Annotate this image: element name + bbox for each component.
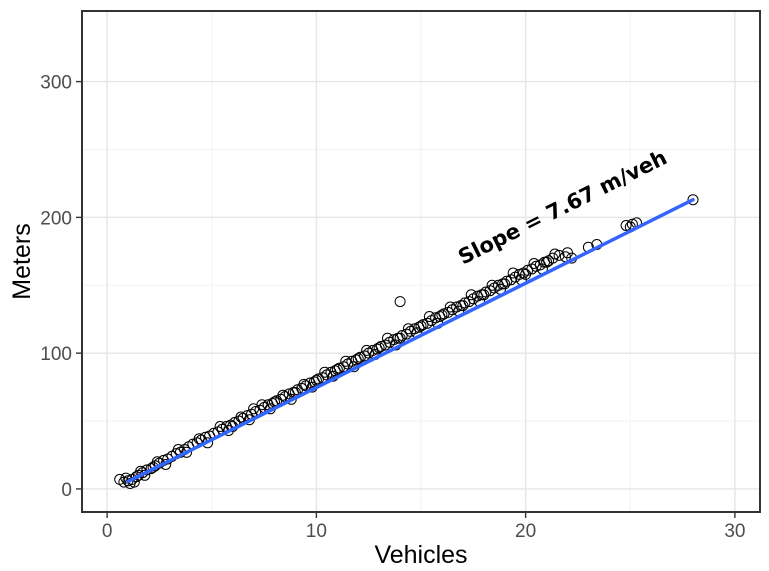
data-point <box>549 248 561 260</box>
x-tick-label: 20 <box>515 521 536 542</box>
y-tick-label: 100 <box>40 344 72 365</box>
data-point <box>507 267 519 279</box>
y-axis-title: Meters <box>8 223 36 299</box>
data-point <box>181 446 193 458</box>
data-point <box>520 268 532 280</box>
x-axis-title: Vehicles <box>374 541 467 569</box>
data-point <box>352 353 364 365</box>
data-point <box>541 256 553 268</box>
data-point <box>394 296 406 308</box>
data-point <box>553 249 565 261</box>
data-point <box>331 363 343 375</box>
trend-line <box>126 197 695 484</box>
data-point <box>248 403 260 415</box>
data-point <box>687 194 699 206</box>
y-tick-label: 300 <box>40 73 72 94</box>
trend-line-group <box>126 197 695 484</box>
data-point <box>382 332 393 344</box>
data-point <box>457 300 469 312</box>
grid-lines <box>82 11 760 512</box>
data-point <box>373 342 385 354</box>
data-point <box>436 309 448 321</box>
data-point <box>235 411 247 423</box>
data-point <box>528 258 540 269</box>
data-point <box>465 289 477 301</box>
data-point <box>340 355 352 367</box>
data-point <box>310 374 322 386</box>
x-tick-label: 30 <box>724 521 745 542</box>
y-tick-label: 0 <box>61 480 72 501</box>
data-point <box>499 278 511 290</box>
data-point <box>423 311 435 322</box>
y-tick-label: 200 <box>40 208 72 229</box>
x-tick-label: 10 <box>306 521 327 542</box>
plot-panel-border <box>81 10 761 513</box>
data-point <box>478 289 490 301</box>
data-point <box>298 378 310 390</box>
data-point <box>620 220 632 231</box>
data-point <box>562 247 573 259</box>
data-point <box>415 320 427 332</box>
x-tick-label: 0 <box>102 521 113 542</box>
data-point <box>394 332 406 344</box>
